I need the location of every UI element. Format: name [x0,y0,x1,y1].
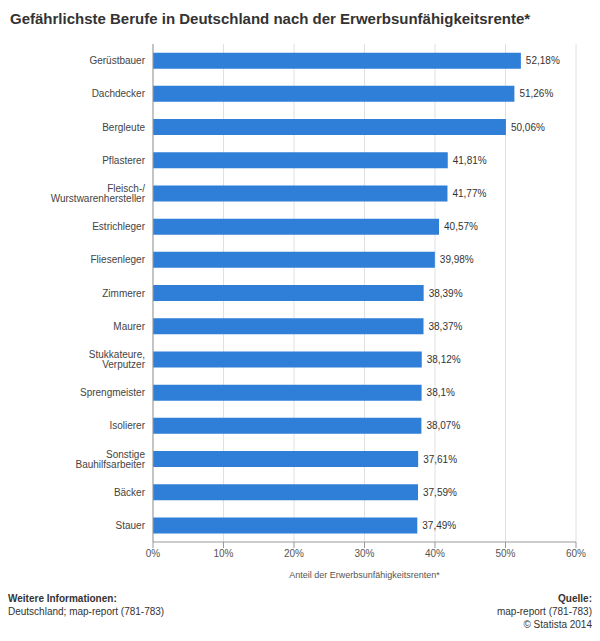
svg-text:Bäcker: Bäcker [114,487,146,498]
svg-text:38,07%: 38,07% [426,420,460,431]
svg-text:Maurer: Maurer [113,321,145,332]
svg-text:51,26%: 51,26% [519,88,553,99]
svg-text:20%: 20% [284,548,304,559]
svg-text:Stauer: Stauer [116,520,146,531]
svg-text:Anteil der Erwerbsunfähigkeits: Anteil der Erwerbsunfähigkeitsrenten* [289,570,440,580]
svg-text:41,81%: 41,81% [453,155,487,166]
svg-text:60%: 60% [566,548,586,559]
svg-text:50%: 50% [495,548,515,559]
svg-text:39,98%: 39,98% [440,254,474,265]
svg-text:Zimmerer: Zimmerer [102,288,145,299]
svg-text:Dachdecker: Dachdecker [92,88,146,99]
html-text:map-report (781-783): map-report (781-783) [497,606,592,617]
html-text:Quelle:: Quelle: [558,593,592,604]
svg-text:Sprengmeister: Sprengmeister [80,387,146,398]
svg-text:0%: 0% [146,548,161,559]
svg-text:30%: 30% [354,548,374,559]
svg-text:Pflasterer: Pflasterer [102,155,145,166]
svg-text:Fleisch-/Wurstwarenhersteller: Fleisch-/Wurstwarenhersteller [51,183,146,204]
svg-text:Stukkateure,Verputzer: Stukkateure,Verputzer [89,349,146,370]
svg-text:38,12%: 38,12% [427,354,461,365]
svg-text:10%: 10% [213,548,233,559]
html-text:© Statista 2014: © Statista 2014 [523,619,592,630]
html-text:Deutschland; map-report (781-7: Deutschland; map-report (781-783) [8,606,165,617]
svg-text:37,61%: 37,61% [423,454,457,465]
svg-text:Estrichleger: Estrichleger [92,221,145,232]
svg-text:SonstigeBauhilfsarbeiter: SonstigeBauhilfsarbeiter [76,449,146,470]
svg-text:38,39%: 38,39% [429,288,463,299]
svg-text:Gerüstbauer: Gerüstbauer [89,55,145,66]
svg-text:40,57%: 40,57% [444,221,478,232]
html-text:Weitere Informationen:: Weitere Informationen: [8,593,117,604]
svg-text:Fliesenleger: Fliesenleger [91,254,146,265]
svg-text:40%: 40% [425,548,445,559]
svg-text:50,06%: 50,06% [511,122,545,133]
svg-text:Isolierer: Isolierer [109,420,145,431]
svg-text:37,59%: 37,59% [423,487,457,498]
svg-text:37,49%: 37,49% [422,520,456,531]
svg-text:41,77%: 41,77% [452,188,486,199]
html-text:Gefährlichste Berufe in Deutsc: Gefährlichste Berufe in Deutschland nach… [10,10,531,27]
svg-text:52,18%: 52,18% [526,55,560,66]
svg-text:Bergleute: Bergleute [102,122,145,133]
svg-text:38,37%: 38,37% [429,321,463,332]
svg-text:38,1%: 38,1% [427,387,455,398]
